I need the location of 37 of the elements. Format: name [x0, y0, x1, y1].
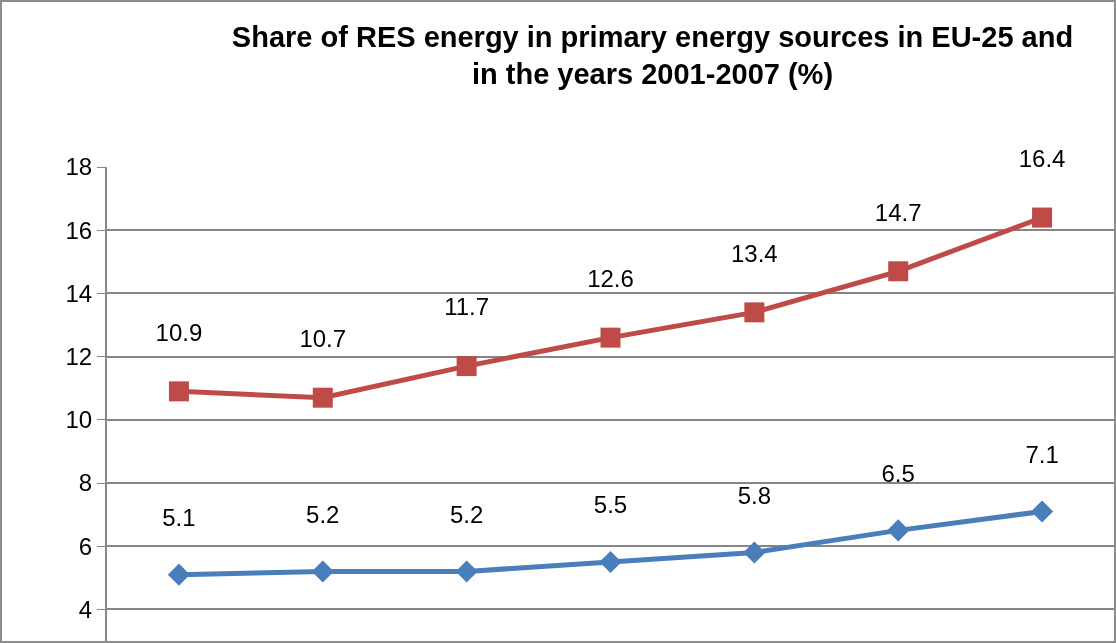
data-label: 5.5 [593, 491, 628, 519]
data-label: 5.2 [306, 500, 340, 528]
y-tick-label: 4 [78, 595, 93, 623]
point [743, 541, 766, 564]
point [600, 327, 621, 348]
data-label: 14.7 [874, 198, 922, 226]
y-tick-label: 14 [65, 279, 93, 307]
point [311, 560, 334, 583]
point [887, 519, 910, 542]
y-tick-label: 8 [78, 469, 93, 497]
point [1032, 207, 1053, 228]
data-label: 11.7 [444, 293, 490, 321]
data-label: 6.5 [881, 459, 915, 487]
data-label: 5.1 [162, 503, 196, 531]
data-label: 13.4 [731, 239, 778, 267]
point [167, 563, 190, 586]
data-label: 5.8 [737, 481, 772, 509]
point [888, 261, 909, 282]
data-label: 7.1 [1025, 440, 1059, 468]
y-tick-label: 10 [65, 406, 93, 434]
point [744, 302, 765, 323]
y-tick-label: 12 [65, 343, 93, 370]
chart-title: Share of RES energy in primary energy sources in EU-25 and in the years 2001-2007 (%) [231, 20, 1074, 91]
data-label: 10.7 [299, 324, 347, 352]
point [456, 356, 477, 377]
data-label: 12.6 [587, 264, 634, 292]
point [1031, 500, 1054, 523]
y-tick-label: 18 [65, 153, 93, 181]
y-tick-label: 6 [78, 532, 93, 560]
point [312, 387, 333, 408]
point [455, 560, 478, 583]
point [599, 550, 622, 574]
y-tick-label: 16 [65, 216, 93, 244]
data-label: 16.4 [1018, 144, 1066, 172]
point [168, 381, 189, 402]
data-label: 5.2 [449, 500, 484, 528]
data-label: 10.9 [155, 318, 203, 346]
